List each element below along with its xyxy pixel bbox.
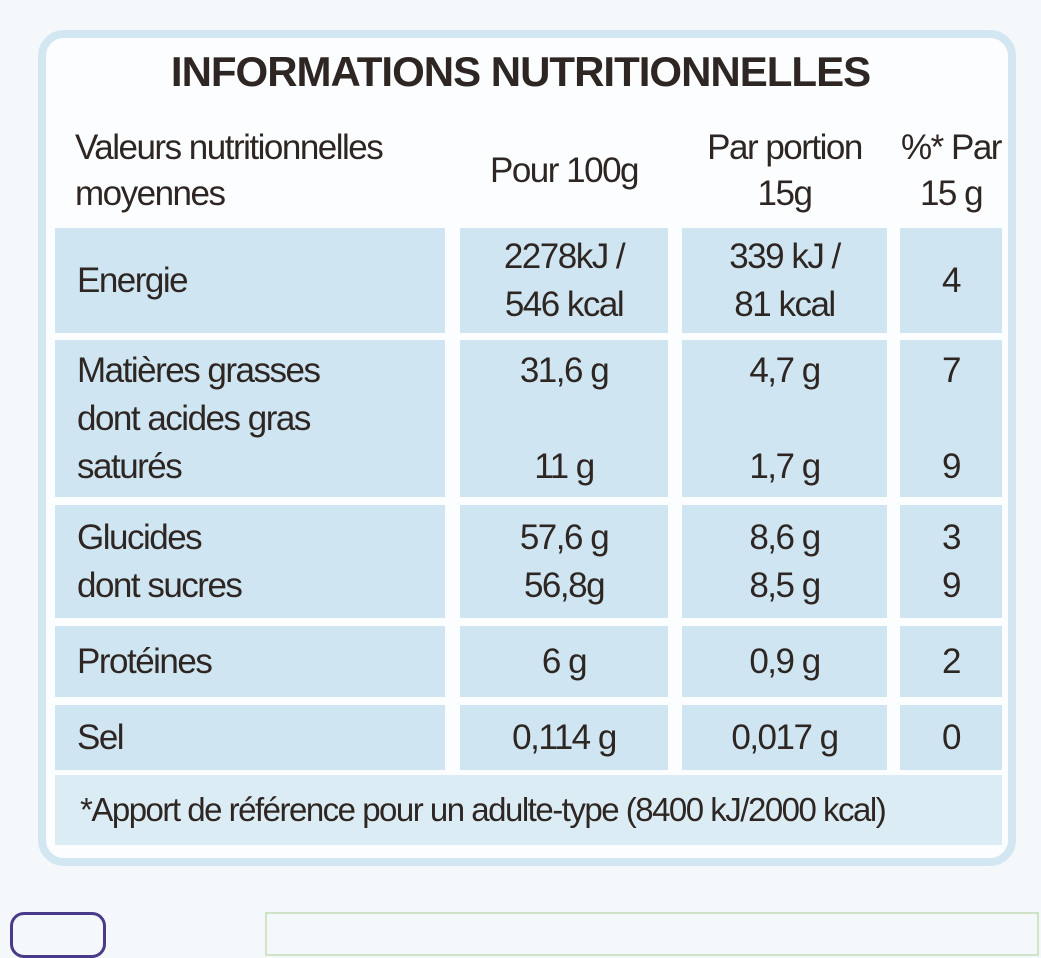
table-cell: 4,7 g 1,7 g bbox=[682, 340, 887, 497]
cell-text: Protéines bbox=[77, 641, 213, 681]
cell-text: 7 bbox=[942, 350, 961, 390]
cell-text: Sel bbox=[77, 717, 125, 757]
cell-text: Matières grasses bbox=[77, 350, 321, 390]
header-cell: Par portion 15g bbox=[682, 122, 887, 220]
decoration bbox=[10, 912, 106, 958]
table-cell: Protéines bbox=[55, 626, 445, 697]
table-cell: 31,6 g 11 g bbox=[460, 340, 668, 497]
page: INFORMATIONS NUTRITIONNELLES Valeurs nut… bbox=[10, 30, 1039, 958]
cell-text: 4 bbox=[942, 260, 961, 300]
cell-text: 0 bbox=[942, 717, 961, 757]
table-cell: 57,6 g 56,8g bbox=[460, 505, 668, 618]
cell-text: 8,6 g bbox=[749, 517, 821, 557]
cell-text: 3 bbox=[942, 517, 961, 557]
table-cell: 4 bbox=[900, 228, 1002, 333]
cell-text: 15 g bbox=[919, 174, 984, 213]
cell-text: 11 g bbox=[534, 446, 595, 486]
table-cell: Matières grasses dont acides gras saturés bbox=[55, 340, 445, 497]
cell-text: 339 kJ / bbox=[729, 236, 841, 276]
cell-text: Par portion bbox=[707, 128, 863, 167]
table-cell: 0,9 g bbox=[682, 626, 887, 697]
cell-text: 4,7 g bbox=[749, 350, 821, 390]
table-cell: 339 kJ / 81 kcal bbox=[682, 228, 887, 333]
cell-text: 9 bbox=[942, 565, 961, 605]
cell-text: 0,114 g bbox=[512, 717, 617, 757]
cell-text: 0,017 g bbox=[731, 717, 839, 757]
header-cell: %* Par 15 g bbox=[900, 122, 1002, 220]
table-cell: Sel bbox=[55, 705, 445, 770]
cell-text: Glucides bbox=[77, 517, 203, 557]
table-cell: 0,017 g bbox=[682, 705, 887, 770]
cell-text: 0,9 g bbox=[749, 641, 821, 681]
cell-text: 2 bbox=[942, 641, 961, 681]
table-cell: 6 g bbox=[460, 626, 668, 697]
cell-text: 8,5 g bbox=[749, 565, 821, 605]
cell-text: 57,6 g bbox=[519, 517, 610, 557]
cell-text: Energie bbox=[77, 260, 189, 300]
footnote: *Apport de référence pour un adulte-type… bbox=[55, 775, 1002, 845]
cell-text: 15g bbox=[757, 174, 813, 213]
cell-text: 546 kcal bbox=[504, 284, 625, 324]
cell-text: 56,8g bbox=[523, 565, 606, 605]
table-cell: 8,6 g 8,5 g bbox=[682, 505, 887, 618]
table-cell: 2 bbox=[900, 626, 1002, 697]
table-cell: Energie bbox=[55, 228, 445, 333]
header-cell: Pour 100g bbox=[460, 122, 668, 220]
cell-text: 6 g bbox=[541, 641, 588, 681]
cell-text: 2278kJ / bbox=[503, 236, 626, 276]
table-cell: 0 bbox=[900, 705, 1002, 770]
cell-text: Valeurs nutritionnelles bbox=[75, 128, 384, 167]
table-cell: Glucides dont sucres bbox=[55, 505, 445, 618]
cell-text: dont sucres bbox=[77, 565, 243, 605]
cell-text: 9 bbox=[942, 446, 961, 486]
header-cell: Valeurs nutritionnelles moyennes bbox=[55, 122, 445, 220]
cell-text: 1,7 g bbox=[749, 446, 821, 486]
cell-text: dont acides gras bbox=[77, 398, 311, 438]
table-cell: 0,114 g bbox=[460, 705, 668, 770]
decoration bbox=[265, 912, 1039, 956]
cell-text: 81 kcal bbox=[734, 284, 836, 324]
title: INFORMATIONS NUTRITIONNELLES bbox=[170, 48, 871, 95]
cell-text: saturés bbox=[77, 446, 183, 486]
table-cell: 2278kJ / 546 kcal bbox=[460, 228, 668, 333]
cell-text: 31,6 g bbox=[519, 350, 610, 390]
cell-text: %* Par bbox=[901, 128, 1002, 167]
cell-text: moyennes bbox=[75, 174, 226, 213]
cell-text: Pour 100g bbox=[489, 151, 640, 190]
